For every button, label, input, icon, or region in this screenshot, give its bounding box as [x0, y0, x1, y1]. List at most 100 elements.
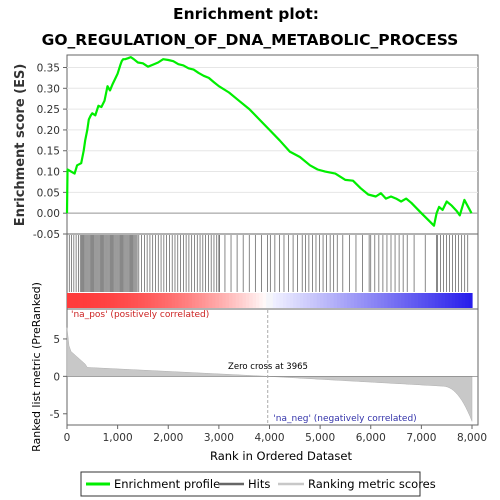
color-bar-segment [208, 293, 213, 308]
color-bar-segment [229, 293, 233, 308]
color-bar-segment [131, 293, 136, 308]
color-bar-segment [185, 293, 190, 308]
color-bar-segment [411, 293, 416, 308]
legend-label: Enrichment profile [114, 477, 220, 491]
color-bar-segment [158, 293, 163, 308]
color-bar-segment [313, 293, 318, 308]
color-bar-segment [70, 293, 75, 308]
color-bar-segment [161, 293, 166, 308]
color-bar-segment [83, 293, 88, 308]
es-y-tick-label: 0.30 [37, 83, 60, 95]
color-bar-segment [73, 293, 78, 308]
rank-y-axis-label: Ranked list metric (PreRanked) [30, 282, 43, 452]
neg-label: 'na_neg' (negatively correlated) [273, 414, 416, 424]
color-bar-segment [367, 293, 372, 308]
color-bar-segment [205, 293, 210, 308]
color-bar-segment [198, 293, 203, 308]
hit-marks [66, 235, 469, 292]
color-bar-segment [448, 293, 453, 308]
legend-label: Hits [248, 477, 270, 491]
color-bar-segment [171, 293, 176, 308]
color-bar-segment [215, 293, 220, 308]
color-bar-segment [148, 293, 152, 308]
color-bar-segment [232, 293, 237, 308]
rank-y-tick-label: 0 [53, 371, 60, 383]
color-bar-segment [121, 293, 125, 308]
color-bar-segment [259, 293, 264, 308]
color-bar-segment [414, 293, 419, 308]
color-bar-segment [438, 293, 443, 308]
color-bar-segment [380, 293, 385, 308]
color-bar-segment [239, 293, 244, 308]
color-bar-segment [424, 293, 429, 308]
legend-label: Ranking metric scores [308, 477, 436, 491]
color-bar-segment [353, 293, 358, 308]
color-bar-segment [357, 293, 362, 308]
color-bar-segment [391, 293, 395, 308]
color-bar-segment [100, 293, 105, 308]
es-y-tick-label: 0.00 [37, 208, 60, 220]
color-bar-segment [364, 293, 368, 308]
color-bar-segment [222, 293, 227, 308]
color-bar-segment [87, 293, 92, 308]
color-bar-segment [431, 293, 436, 308]
x-tick-label: 3,000 [204, 432, 234, 444]
color-bar-segment [141, 293, 146, 308]
color-bar-segment [397, 293, 402, 308]
enrichment-profile-line [65, 55, 473, 227]
es-y-tick-label: 0.10 [37, 167, 60, 179]
zero-cross-label: Zero cross at 3965 [228, 362, 308, 372]
color-bar-segment [77, 293, 82, 308]
es-y-tick-label: 0.05 [37, 187, 60, 199]
color-bar-segment [370, 293, 375, 308]
ranking-color-bar [67, 293, 473, 308]
es-y-tick-label: 0.15 [37, 146, 60, 158]
color-bar-segment [310, 293, 314, 308]
color-bar-segment [468, 293, 473, 308]
color-bar-segment [235, 293, 240, 308]
color-bar-segment [374, 293, 379, 308]
color-bar-segment [151, 293, 156, 308]
color-bar-segment [384, 293, 389, 308]
color-bar-segment [90, 293, 95, 308]
color-bar-segment [191, 293, 196, 308]
color-bar-segment [266, 293, 271, 308]
color-bar-segment [330, 293, 335, 308]
color-bar-segment [458, 293, 463, 308]
color-bar-segment [387, 293, 392, 308]
color-bar-segment [343, 293, 348, 308]
color-bar-segment [94, 293, 98, 308]
color-bar-segment [407, 293, 412, 308]
color-bar-segment [455, 293, 460, 308]
color-bar-segment [320, 293, 325, 308]
color-bar-segment [421, 293, 426, 308]
color-bar-segment [104, 293, 109, 308]
color-bar-segment [178, 293, 183, 308]
color-bar-segment [242, 293, 247, 308]
es-y-tick-label: 0.35 [37, 62, 60, 74]
color-bar-segment [114, 293, 119, 308]
color-bar-segment [188, 293, 193, 308]
es-y-axis-label: Enrichment score (ES) [13, 64, 28, 227]
x-tick-label: 5,000 [305, 432, 335, 444]
x-axis-ticks: 0 1,000 2,000 3,000 4,000 5,000 6,000 7,000 8,00… [64, 425, 487, 444]
es-y-tick-label: 0.20 [37, 125, 60, 137]
color-bar-segment [262, 293, 267, 308]
color-bar-segment [97, 293, 102, 308]
x-tick-label: 7,000 [406, 432, 436, 444]
color-bar-segment [337, 293, 341, 308]
color-bar-segment [67, 293, 71, 308]
x-tick-label: 6,000 [356, 432, 386, 444]
legend-box [80, 471, 421, 497]
x-tick-label: 0 [64, 432, 71, 444]
color-bar-segment [269, 293, 274, 308]
color-bar-segment [451, 293, 456, 308]
rank-panel-frame [66, 308, 479, 426]
x-tick-label: 8,000 [457, 432, 487, 444]
chart-title-line1: Enrichment plot: [173, 5, 319, 23]
color-bar-segment [124, 293, 129, 308]
color-bar-segment [296, 293, 301, 308]
color-bar-segment [276, 293, 281, 308]
color-bar-segment [249, 293, 254, 308]
x-tick-label: 1,000 [103, 432, 133, 444]
